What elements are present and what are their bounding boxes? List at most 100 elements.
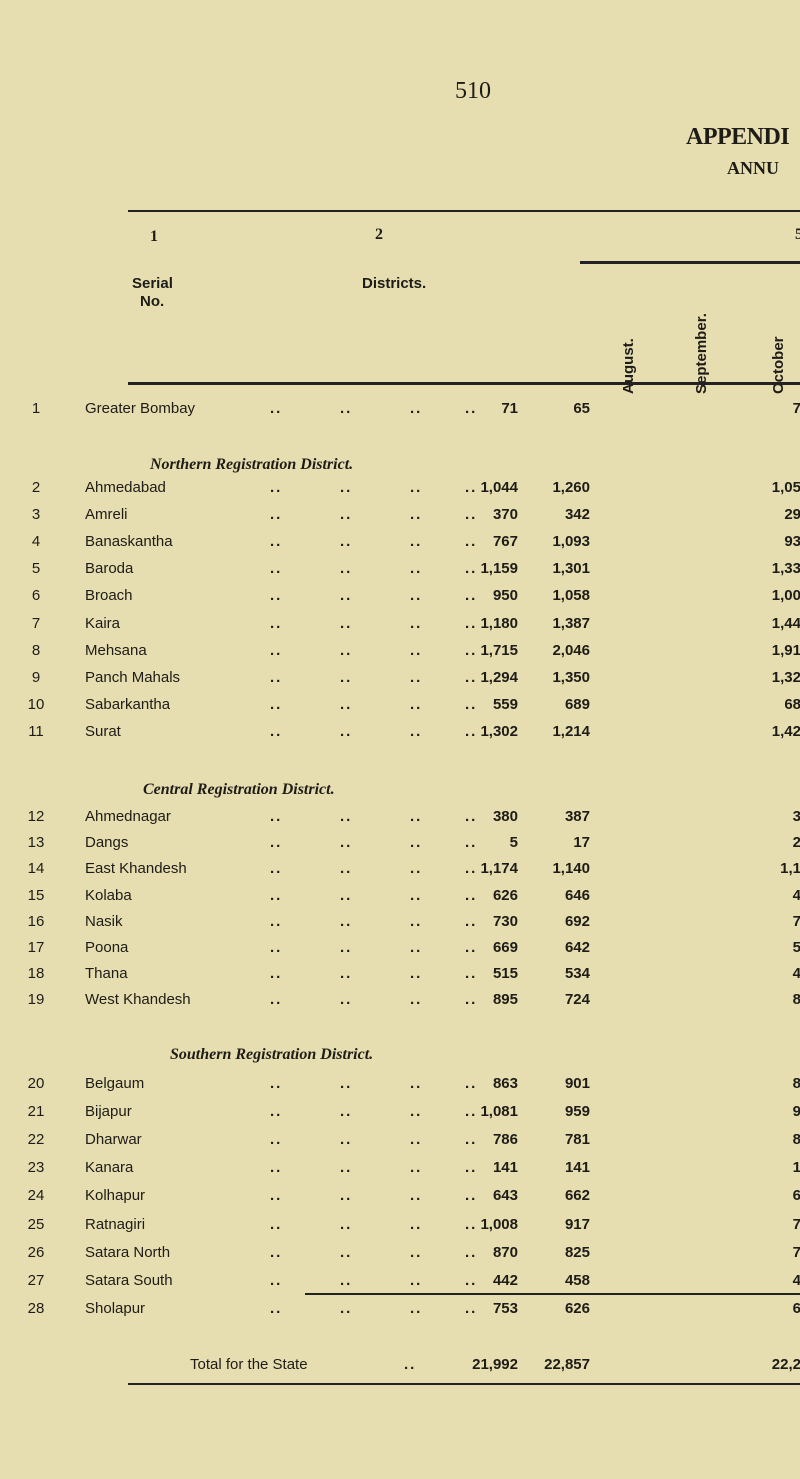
district-name: Ahmednagar [85,808,171,825]
leader-dots: .. [270,1131,283,1149]
district-name: Panch Mahals [85,668,181,686]
table-row: 1 Greater Bombay........ 71 65 7 [0,400,800,422]
august-value: 515 [492,965,518,983]
august-value: 950 [492,587,518,605]
october-value: 6 [792,1299,800,1317]
serial-number: 16 [27,912,45,930]
leader-dots: .. [465,912,478,930]
august-value: 1,044 [480,479,518,496]
leader-dots: .. [465,1075,478,1092]
leader-dots: .. [465,939,478,956]
october-value: 1,05 [771,479,800,496]
column-number: 2 [375,226,383,243]
leader-dots: .. [340,722,353,740]
leader-dots: .. [340,533,353,551]
september-value: 626 [564,1299,590,1317]
serial-number: 11 [28,722,44,740]
september-value: 1,058 [552,587,590,605]
serial-number: 22 [27,1131,45,1149]
august-value: 141 [492,1159,518,1177]
leader-dots: .. [270,668,283,686]
october-value: 1,44 [771,614,800,632]
leader-dots: .. [465,587,478,605]
table-row: 22 Dharwar........ 786 781 8 [0,1131,800,1153]
october-value: 1 [792,1159,800,1177]
september-value: 724 [564,991,590,1009]
district-name: Nasik [85,912,123,930]
august-value: 786 [492,1131,518,1149]
september-value: 1,387 [552,614,590,632]
september-value: 1,260 [552,479,590,496]
september-value: 901 [564,1075,590,1092]
appendix-title: APPENDI [686,124,790,150]
leader-dots: .. [270,506,283,524]
district-name: West Khandesh [85,991,191,1009]
leader-dots: .. [410,939,423,956]
serial-number: 1 [31,400,41,417]
leader-dots: .. [340,939,353,956]
leader-dots: .. [465,1271,478,1289]
october-value: 1,91 [771,641,800,659]
leader-dots: .. [410,1299,423,1317]
leader-dots: .. [270,965,283,983]
leader-dots: .. [410,560,423,578]
table-row: 27 Satara South........ 442 458 4 [0,1272,800,1294]
leader-dots: .. [410,1131,423,1149]
october-value: 5 [792,939,800,956]
august-value: 71 [501,400,518,417]
serial-number: 3 [31,506,41,524]
september-value: 17 [573,834,590,852]
district-name: Thana [85,965,128,983]
leader-dots: .. [270,1215,283,1233]
august-value: 1,302 [480,722,518,740]
august-value: 643 [492,1187,518,1205]
district-name: Poona [85,939,129,956]
serial-number: 2 [31,479,41,496]
serial-number: 25 [27,1215,45,1233]
leader-dots: .. [465,1215,478,1233]
leader-dots: .. [270,1075,283,1092]
leader-dots: .. [270,1103,283,1121]
leader-dots: .. [340,1187,353,1205]
leader-dots: .. [270,1187,283,1205]
october-value: 1,1 [780,860,800,878]
district-name: Broach [85,587,133,605]
leader-dots: .. [270,939,283,956]
serial-header-2: No. [140,293,165,310]
leader-dots: .. [410,668,423,686]
total-rule [305,1293,800,1295]
leader-dots: .. [465,991,478,1009]
bottom-rule [128,1383,800,1385]
august-value: 442 [492,1271,518,1289]
table-row: 11 Surat........ 1,302 1,214 1,42 [0,723,800,745]
serial-number: 6 [31,587,41,605]
leader-dots: .. [270,479,283,496]
leader-dots: .. [465,668,478,686]
leader-dots: .. [340,587,353,605]
leader-dots: .. [340,1131,353,1149]
district-name: Satara North [85,1243,171,1261]
leader-dots: .. [270,695,283,713]
top-rule [128,210,800,212]
leader-dots: .. [410,1187,423,1205]
leader-dots: .. [410,860,423,878]
leader-dots: .. [270,1243,283,1261]
table-row: 20 Belgaum........ 863 901 8 [0,1075,800,1097]
serial-number: 13 [27,834,45,852]
district-name: Ratnagiri [85,1215,146,1233]
leader-dots: .. [270,834,283,852]
august-value: 370 [492,506,518,524]
table-row: 25 Ratnagiri........ 1,008 917 7 [0,1216,800,1238]
district-name: Dharwar [85,1131,142,1149]
august-value: 1,174 [480,860,518,878]
october-value: 8 [792,1075,800,1092]
october-value: 1,32 [771,668,800,686]
august-value: 626 [492,886,518,904]
leader-dots: .. [465,965,478,983]
leader-dots: .. [270,587,283,605]
leader-dots: .. [410,1159,423,1177]
august-value: 1,180 [480,614,518,632]
leader-dots: .. [410,886,423,904]
september-value: 458 [564,1271,590,1289]
